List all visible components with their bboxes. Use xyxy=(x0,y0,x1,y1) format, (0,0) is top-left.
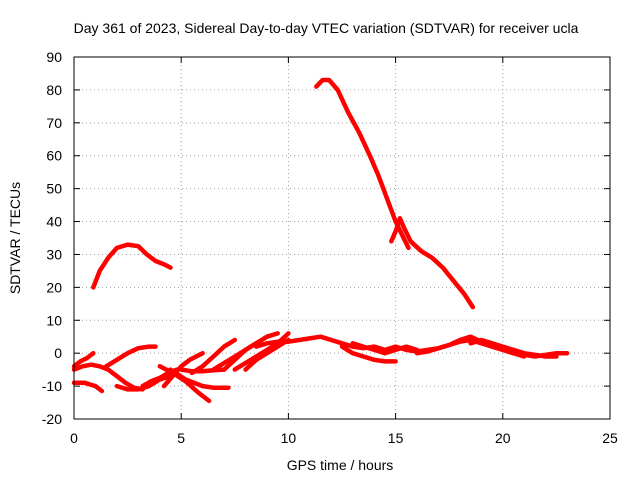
series-arc-5 xyxy=(71,350,96,369)
series-arc-6 xyxy=(71,380,105,394)
series-arc-22 xyxy=(414,334,527,359)
series-arc-18 xyxy=(243,337,291,372)
series-arc-21 xyxy=(350,341,420,356)
series-arc-3 xyxy=(389,216,476,310)
grid-lines xyxy=(74,57,610,419)
x-axis-title: GPS time / hours xyxy=(287,457,394,473)
series-arc-16 xyxy=(221,331,280,372)
y-tick-label: 70 xyxy=(46,115,62,131)
y-tick-label: 30 xyxy=(46,246,62,262)
axis-ticks: 0 5 10 15 20 25 -20 -10 0 10 20 30 40 50 60 70 80 90 xyxy=(42,49,618,446)
x-tick-label: 5 xyxy=(177,430,185,446)
series-arc-20 xyxy=(339,344,398,364)
chart-title: Day 361 of 2023, Sidereal Day-to-day VTE… xyxy=(74,20,579,36)
series-arc-13 xyxy=(178,367,227,374)
y-tick-label: 40 xyxy=(46,214,62,230)
plot-frame xyxy=(73,56,611,420)
y-tick-label: 50 xyxy=(46,181,62,197)
x-tick-label: 15 xyxy=(388,430,404,446)
y-tick-label: 60 xyxy=(46,148,62,164)
y-tick-label: 10 xyxy=(46,312,62,328)
x-tick-label: 10 xyxy=(281,430,297,446)
data-traces xyxy=(71,77,570,404)
x-tick-label: 0 xyxy=(70,430,78,446)
series-arc-4 xyxy=(71,362,145,392)
y-tick-label: 0 xyxy=(54,345,62,361)
y-tick-label: -10 xyxy=(42,378,62,394)
series-arc-23 xyxy=(468,337,559,359)
series-arc-12 xyxy=(168,367,231,390)
series-arc-14 xyxy=(189,337,238,376)
series-arc-7 xyxy=(103,344,158,369)
x-tick-label: 20 xyxy=(495,430,511,446)
y-tick-label: 20 xyxy=(46,279,62,295)
y-tick-label: 80 xyxy=(46,82,62,98)
series-arc-1 xyxy=(91,242,173,290)
y-tick-label: -20 xyxy=(42,411,62,427)
y-tick-label: 90 xyxy=(46,49,62,65)
series-arc-11 xyxy=(161,350,205,389)
series-arc-2 xyxy=(314,77,411,251)
x-tick-label: 25 xyxy=(602,430,618,446)
y-axis-title: SDTVAR / TECUs xyxy=(7,182,23,294)
